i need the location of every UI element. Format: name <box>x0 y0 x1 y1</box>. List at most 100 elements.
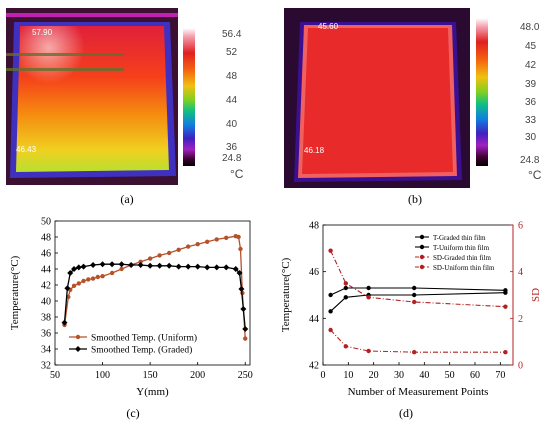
caption-c: (c) <box>126 406 140 420</box>
x-tick-label: 100 <box>95 370 110 381</box>
legend-label: SD-Uniform thin film <box>433 264 495 272</box>
data-point <box>238 286 245 292</box>
data-point <box>412 299 417 305</box>
data-point <box>185 263 192 270</box>
data-point <box>503 304 508 309</box>
colorbar-b-min: 24.8 <box>520 155 540 166</box>
data-point <box>366 348 371 354</box>
caption-d: (d) <box>399 406 413 420</box>
data-point <box>343 344 348 349</box>
y-axis-label: Temperature(°C) <box>9 255 21 330</box>
thermal-image-a: 57.90 46.43 <box>6 8 178 185</box>
data-point <box>157 253 162 258</box>
colorbar-b-tick: 36 <box>525 97 537 108</box>
data-point <box>61 319 68 326</box>
x-tick-label: 30 <box>394 370 404 381</box>
x-tick-label: 50 <box>50 370 60 381</box>
data-point <box>128 262 135 268</box>
data-point <box>64 285 71 292</box>
data-point <box>236 234 241 240</box>
data-point <box>147 256 153 261</box>
data-point <box>119 266 124 272</box>
y-tick-label: 36 <box>41 329 51 340</box>
y-left-tick-label: 48 <box>309 221 319 232</box>
x-axis-label: Y(mm) <box>136 386 169 398</box>
series-line <box>63 235 246 339</box>
data-point <box>71 283 77 288</box>
y-right-axis-label: SD <box>530 288 542 302</box>
spot-label-top-b: 45.60 <box>318 22 339 31</box>
x-tick-label: 50 <box>445 370 455 381</box>
data-point <box>503 290 508 295</box>
data-point <box>99 261 106 268</box>
colorbar-a <box>183 28 195 166</box>
legend-label: T-Uniform thin film <box>433 244 490 252</box>
data-point <box>118 261 125 268</box>
legend-marker <box>75 334 81 340</box>
data-point <box>204 239 210 244</box>
legend-label: Smoothed Temp. (Graded) <box>91 345 192 356</box>
y-tick-label: 32 <box>41 361 51 372</box>
x-tick-label: 250 <box>238 370 253 381</box>
colorbar-a-tick: 36 <box>226 142 238 153</box>
x-axis-label: Number of Measurement Points <box>348 386 489 398</box>
y-right-tick-label: 6 <box>518 221 523 232</box>
data-point <box>81 278 86 284</box>
y-tick-label: 46 <box>41 249 51 260</box>
x-tick-label: 40 <box>419 370 429 381</box>
data-point <box>214 237 219 242</box>
colorbar-a-unit: °C <box>230 167 244 181</box>
data-point <box>328 292 333 298</box>
x-tick-label: 20 <box>369 370 379 381</box>
data-point <box>242 326 249 332</box>
data-point <box>109 270 115 276</box>
colorbar-b-tick: 30 <box>525 132 537 143</box>
y-left-axis-label: Temperature(°C) <box>280 257 292 332</box>
spot-label-bottom-a: 46.43 <box>16 145 37 154</box>
legend-marker <box>419 264 425 270</box>
data-point <box>412 292 417 298</box>
y-tick-label: 44 <box>41 265 51 276</box>
data-point <box>100 274 105 279</box>
data-point <box>147 262 154 269</box>
panel-b: 45.60 46.18 48.0 45 42 39 36 33 30 27 24… <box>278 0 550 215</box>
y-right-tick-label: 0 <box>518 361 523 372</box>
colorbar-a-min: 24.8 <box>222 153 242 164</box>
x-tick-label: 200 <box>190 370 205 381</box>
colorbar-a-tick: 40 <box>226 119 238 130</box>
data-point <box>343 281 348 286</box>
data-point <box>328 309 333 314</box>
data-point <box>412 349 417 355</box>
data-point <box>185 244 191 249</box>
legend-label: Smoothed Temp. (Uniform) <box>91 333 197 344</box>
data-point <box>138 259 143 264</box>
caption-a: (a) <box>120 192 134 206</box>
data-point <box>166 250 172 256</box>
data-point <box>328 248 333 253</box>
colorbar-b-tick: 33 <box>525 115 537 126</box>
y-tick-label: 40 <box>41 297 51 308</box>
colorbar-b-max: 48.0 <box>520 22 540 33</box>
y-right-tick-label: 4 <box>518 267 523 278</box>
data-point <box>238 246 243 252</box>
data-point <box>194 263 201 270</box>
colorbar-a-tick: 48 <box>226 71 238 82</box>
data-point <box>236 270 243 276</box>
x-tick-label: 10 <box>343 370 353 381</box>
x-tick-label: 70 <box>495 370 505 381</box>
series-line <box>63 263 246 330</box>
series-line <box>330 287 506 296</box>
data-point <box>343 285 348 291</box>
data-point <box>67 270 74 276</box>
legend-marker <box>419 244 425 250</box>
colorbar-b-tick: 39 <box>525 79 537 90</box>
legend-label: SD-Graded thin film <box>433 254 491 262</box>
y-left-tick-label: 46 <box>309 267 319 278</box>
data-point <box>90 276 96 281</box>
legend-label: T-Graded thin film <box>433 234 486 242</box>
data-point <box>75 264 82 271</box>
y-tick-label: 48 <box>41 233 51 244</box>
data-point <box>137 262 144 268</box>
spot-label-bottom-b: 46.18 <box>304 146 325 155</box>
